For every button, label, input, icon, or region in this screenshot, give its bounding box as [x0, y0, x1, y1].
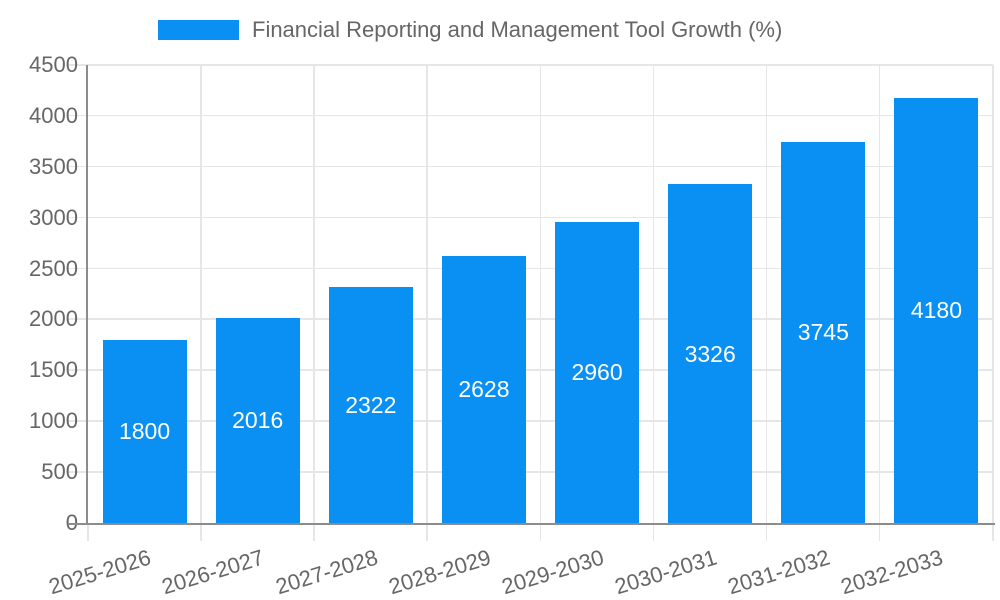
gridline-vertical	[992, 65, 994, 523]
y-axis-tick	[68, 114, 88, 117]
y-axis-tick-label: 4000	[29, 102, 78, 128]
y-axis-tick	[68, 420, 88, 422]
x-axis-tick-label: 2026-2027	[159, 544, 268, 600]
gridline-vertical	[313, 65, 315, 523]
x-axis-tick	[313, 523, 315, 541]
x-axis-tick-label: 2030-2031	[611, 544, 720, 600]
bar	[781, 141, 866, 523]
x-axis-tick-label: 2031-2032	[724, 544, 833, 600]
bar	[894, 97, 979, 523]
x-axis-line	[68, 523, 995, 525]
bar-value-label: 3326	[684, 340, 736, 367]
y-axis-tick-label: 1000	[29, 408, 78, 434]
x-axis-tick	[765, 523, 768, 541]
bar	[215, 317, 300, 523]
x-axis-tick	[878, 523, 881, 541]
gridline-vertical	[652, 65, 655, 523]
legend-label: Financial Reporting and Management Tool …	[252, 17, 783, 42]
y-axis-tick-label: 2000	[29, 306, 78, 332]
bar	[102, 339, 187, 523]
gridline-vertical	[200, 65, 202, 523]
y-axis-tick	[68, 64, 88, 66]
x-axis-tick	[87, 523, 89, 541]
x-axis-tick-label: 2029-2030	[498, 544, 607, 600]
bar-value-label: 2016	[232, 407, 284, 434]
bar-value-label: 2322	[345, 391, 397, 418]
bar-value-label: 2628	[458, 376, 510, 403]
bar-value-label: 3745	[797, 319, 849, 346]
chart-legend[interactable]: Financial Reporting and Management Tool …	[158, 17, 782, 43]
y-axis-tick-label: 4500	[29, 52, 78, 77]
x-axis-tick	[200, 523, 202, 541]
gridline-vertical	[765, 65, 768, 523]
legend-swatch	[158, 20, 239, 40]
y-axis-tick	[68, 267, 88, 270]
bar	[555, 221, 640, 523]
x-axis-tick	[992, 523, 994, 541]
bar	[328, 286, 413, 523]
x-axis-tick	[426, 523, 428, 541]
y-axis-tick	[68, 369, 88, 371]
x-axis-tick-label: 2025-2026	[46, 544, 155, 600]
y-axis-line	[86, 65, 88, 523]
gridline-vertical	[878, 65, 881, 523]
gridline-horizontal	[88, 64, 993, 66]
x-axis-tick	[652, 523, 655, 541]
x-axis-tick-label: 2027-2028	[272, 544, 381, 600]
y-axis-tick-label: 0	[0, 511, 78, 535]
gridline-vertical	[426, 65, 428, 523]
x-axis-tick-label: 2028-2029	[385, 544, 494, 600]
bar-value-label: 1800	[118, 418, 171, 445]
y-axis-tick-label: 2500	[29, 255, 78, 281]
y-axis-tick-label: 3000	[29, 204, 78, 230]
bar-value-label: 2960	[571, 359, 623, 386]
y-axis-tick	[68, 471, 88, 473]
x-axis-tick-label: 2032-2033	[838, 544, 946, 600]
bar	[441, 255, 526, 523]
x-axis-tick	[539, 523, 541, 541]
y-axis-tick	[68, 318, 88, 320]
y-axis-tick-label: 3500	[29, 153, 78, 179]
gridline-vertical	[539, 65, 541, 523]
y-axis-tick	[68, 165, 88, 168]
y-axis-tick-label: 500	[41, 459, 78, 485]
y-axis-tick-label: 1500	[29, 357, 78, 383]
y-axis-tick	[68, 216, 88, 219]
bar	[668, 184, 753, 523]
bar-value-label: 4180	[910, 297, 963, 324]
